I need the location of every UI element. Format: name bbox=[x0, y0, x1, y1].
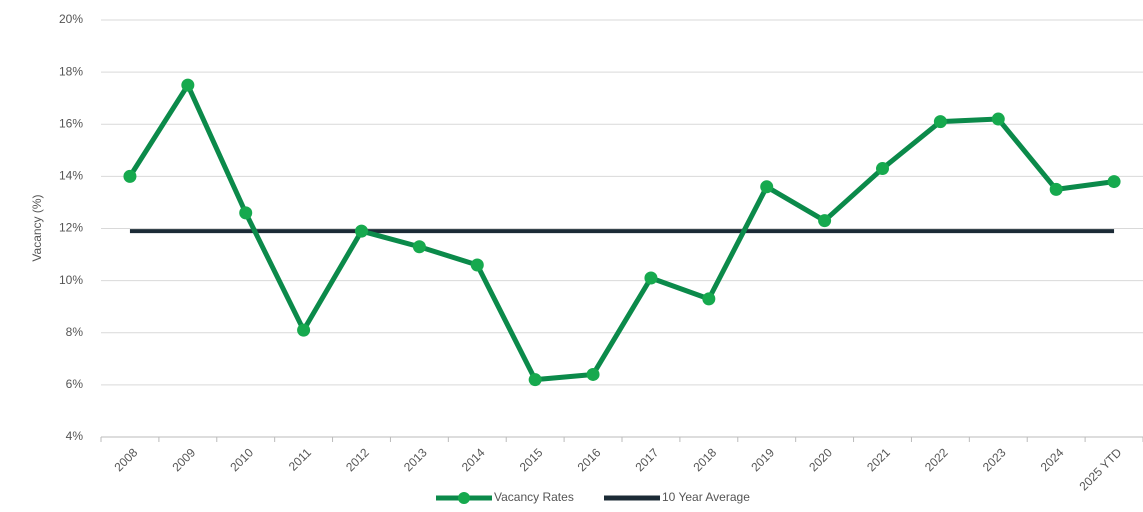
y-axis-label: Vacancy (%) bbox=[30, 194, 44, 261]
marker bbox=[355, 224, 368, 238]
marker bbox=[181, 78, 195, 92]
y-tick-label: 8% bbox=[66, 325, 84, 339]
x-tick-label: 2014 bbox=[459, 445, 488, 474]
marker bbox=[991, 112, 1005, 126]
marker bbox=[933, 115, 947, 129]
legend-label: 10 Year Average bbox=[662, 490, 750, 504]
x-tick-label: 2018 bbox=[690, 445, 719, 474]
x-tick-label: 2013 bbox=[401, 445, 430, 474]
x-tick-label: 2015 bbox=[517, 445, 546, 474]
legend-marker bbox=[458, 492, 470, 504]
x-tick-label: 2024 bbox=[1038, 445, 1067, 474]
x-tick-label: 2023 bbox=[980, 445, 1009, 474]
y-tick-label: 16% bbox=[59, 116, 83, 130]
y-tick-label: 14% bbox=[59, 169, 83, 183]
marker bbox=[528, 373, 542, 387]
marker bbox=[702, 292, 716, 306]
marker bbox=[470, 258, 484, 272]
x-tick-label: 2017 bbox=[633, 445, 662, 474]
marker bbox=[644, 271, 658, 285]
marker bbox=[760, 180, 774, 194]
marker bbox=[123, 169, 137, 183]
y-tick-label: 12% bbox=[59, 221, 83, 235]
y-tick-label: 18% bbox=[59, 64, 83, 78]
x-tick-label: 2012 bbox=[343, 445, 372, 474]
marker bbox=[586, 367, 600, 381]
x-tick-label: 2020 bbox=[806, 445, 835, 474]
y-tick-label: 10% bbox=[59, 273, 83, 287]
marker bbox=[1107, 175, 1121, 189]
y-tick-label: 6% bbox=[66, 377, 84, 391]
marker bbox=[239, 206, 253, 220]
marker bbox=[818, 214, 832, 228]
x-tick-label: 2019 bbox=[748, 445, 777, 474]
x-tick-label: 2016 bbox=[575, 445, 604, 474]
x-tick-label: 2021 bbox=[864, 445, 893, 474]
y-tick-label: 20% bbox=[59, 12, 83, 26]
x-tick-label: 2022 bbox=[922, 445, 951, 474]
marker bbox=[876, 162, 889, 176]
marker bbox=[412, 240, 426, 254]
x-tick-label: 2008 bbox=[112, 445, 141, 474]
x-tick-label: 2025 YTD bbox=[1076, 445, 1124, 493]
x-tick-label: 2010 bbox=[227, 445, 256, 474]
y-tick-label: 4% bbox=[66, 429, 84, 443]
x-tick-label: 2009 bbox=[169, 445, 198, 474]
x-tick-label: 2011 bbox=[286, 445, 314, 473]
vacancy-line bbox=[127, 82, 1115, 383]
legend-label: Vacancy Rates bbox=[494, 490, 574, 504]
marker bbox=[1049, 182, 1063, 196]
marker bbox=[297, 323, 311, 337]
